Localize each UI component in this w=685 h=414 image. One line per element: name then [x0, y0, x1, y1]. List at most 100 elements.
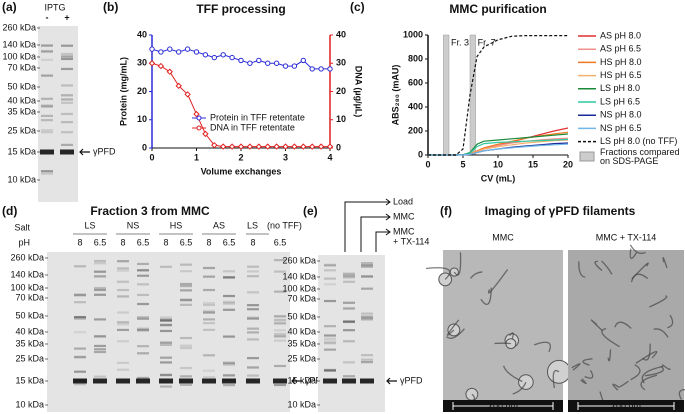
y2-axis-title: DNA (µg/µL) — [354, 66, 364, 118]
gel-band — [203, 275, 215, 278]
ph-label: 8 — [77, 237, 82, 247]
image-title: Imaging of γPFD filaments — [485, 204, 636, 218]
region — [443, 34, 450, 156]
ph-label: 6.5 — [94, 237, 107, 247]
gel-band — [274, 364, 286, 368]
gel-band — [274, 335, 286, 338]
gel-band — [343, 340, 355, 343]
point — [273, 143, 280, 150]
filament — [502, 365, 523, 383]
gel-band — [74, 301, 86, 304]
marker-label: 70 kDa — [287, 293, 316, 303]
filament — [612, 383, 619, 391]
gel-band — [160, 385, 172, 388]
gel-band — [137, 327, 149, 330]
gel-band — [137, 293, 149, 297]
vesicle — [518, 374, 534, 390]
point — [219, 143, 227, 150]
gel-band — [247, 275, 259, 278]
gel-band — [94, 344, 106, 348]
gel-band — [361, 359, 373, 362]
point — [265, 60, 271, 66]
point — [326, 143, 334, 150]
gel-band — [274, 259, 286, 262]
marker-label: 25 kDa — [15, 353, 44, 363]
y2-tick-label: 10 — [336, 114, 346, 124]
gel-band — [223, 294, 235, 298]
gel-band — [246, 378, 260, 384]
legend-swatch — [196, 115, 202, 121]
marker-label: 140 kDa — [2, 39, 36, 49]
filament — [614, 321, 632, 329]
gel-band — [274, 329, 286, 332]
y2-tick-label: 30 — [336, 58, 346, 68]
gel-band — [247, 317, 259, 320]
region-label: Fr. 3 — [451, 37, 469, 47]
gel-band — [202, 378, 216, 384]
salt-note: (no TFF) — [267, 220, 302, 230]
scale-bar — [577, 402, 675, 410]
marker-label: 140 kDa — [10, 269, 44, 279]
gel-band — [223, 361, 235, 364]
gel-band — [361, 318, 373, 321]
y-tick-label: 200 — [408, 125, 423, 135]
gel-band — [160, 316, 172, 319]
gel-band — [94, 335, 106, 338]
lane-label: + — [64, 12, 69, 22]
ph-label: 6.5 — [274, 237, 287, 247]
gel-band — [274, 383, 286, 387]
gel-band — [342, 378, 356, 384]
point — [282, 63, 289, 69]
gel — [47, 252, 290, 412]
gel-band — [203, 301, 215, 305]
legend-swatch — [196, 125, 202, 131]
y-tick-label: 10 — [137, 114, 147, 124]
panel-letter: (b) — [103, 0, 118, 14]
gel-band — [61, 98, 73, 101]
gel-band — [203, 354, 215, 357]
x-tick-label: 10 — [493, 159, 503, 169]
gel-band — [361, 275, 373, 278]
marker-label: 70 kDa — [7, 62, 36, 72]
gel-band — [273, 378, 287, 384]
lane-label: MMC — [393, 211, 415, 221]
marker-label: 50 kDa — [287, 311, 316, 321]
scale-label: 200 nm — [488, 400, 518, 410]
gel-band — [61, 101, 73, 104]
filament — [446, 319, 460, 336]
y-tick-label: 40 — [137, 29, 147, 39]
gel-band — [203, 318, 215, 321]
gel-band — [223, 294, 235, 298]
gel-band — [274, 321, 286, 324]
gel-band — [247, 338, 259, 341]
point — [149, 46, 155, 52]
gel-band — [160, 324, 172, 327]
region — [469, 34, 476, 156]
gel — [38, 26, 78, 202]
gel-band — [180, 344, 192, 347]
gel-band — [137, 352, 149, 355]
gel-band — [40, 149, 54, 155]
y-axis-title: Protein (mg/mL) — [118, 57, 128, 126]
micrograph — [443, 250, 563, 412]
marker-label: 100 kDa — [2, 51, 36, 61]
ph-label: 8 — [206, 237, 211, 247]
gel-band — [41, 49, 53, 53]
filament — [667, 314, 674, 329]
gel — [318, 255, 385, 412]
salt-label: LS — [247, 220, 258, 230]
legend-label: LS pH 8.0 — [600, 83, 640, 93]
gel-band — [361, 262, 373, 265]
salt-label: LS — [84, 220, 95, 230]
gel-band — [222, 378, 236, 384]
gel-band — [60, 149, 74, 155]
gel-band — [160, 319, 172, 322]
point — [317, 143, 325, 150]
point — [157, 62, 165, 70]
gel-band — [160, 374, 172, 377]
gel-band — [61, 131, 73, 134]
filament — [469, 271, 483, 279]
gel-band — [137, 262, 149, 266]
gel-band — [94, 286, 106, 290]
lane-label: MMC — [393, 226, 415, 236]
